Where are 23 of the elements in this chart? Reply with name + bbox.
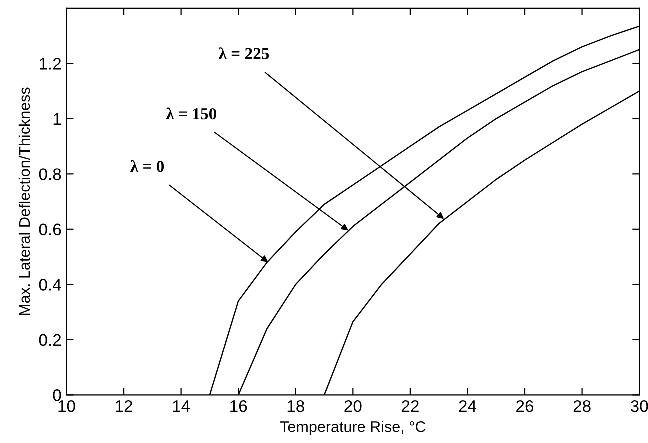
y-tick-label: 0 bbox=[53, 390, 62, 402]
y-tick-label: 0.8 bbox=[39, 168, 62, 180]
x-tick-label: 20 bbox=[344, 400, 362, 412]
y-tick-label: 0.2 bbox=[39, 334, 62, 346]
y-axis-title: Max. Lateral Deflection/Thickness bbox=[18, 88, 30, 316]
x-tick-label: 16 bbox=[230, 400, 248, 412]
x-tick-label: 28 bbox=[574, 400, 591, 412]
annotation: λ = 150 bbox=[166, 108, 217, 120]
y-tick-label: 1 bbox=[54, 113, 62, 125]
x-tick-label: 22 bbox=[402, 400, 419, 412]
x-tick-label: 30 bbox=[630, 400, 648, 412]
annotation: λ = 0 bbox=[130, 160, 164, 172]
x-tick-label: 26 bbox=[516, 400, 534, 412]
y-tick-label: 0.4 bbox=[39, 279, 62, 291]
x-tick-label: 18 bbox=[288, 400, 304, 412]
x-tick-label: 24 bbox=[459, 400, 477, 412]
y-tick-label: 1.2 bbox=[40, 58, 62, 70]
x-tick-label: 12 bbox=[116, 400, 132, 412]
x-axis-title: Temperature Rise, °C bbox=[280, 421, 426, 436]
annotation: λ = 225 bbox=[218, 48, 270, 60]
x-tick-label: 10 bbox=[58, 400, 76, 412]
y-tick-label: 0.6 bbox=[39, 224, 62, 236]
x-tick-label: 14 bbox=[173, 400, 190, 412]
